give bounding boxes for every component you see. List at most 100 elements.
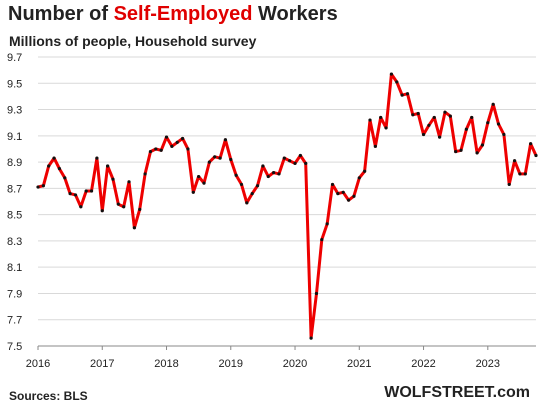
data-point — [443, 110, 447, 114]
x-tick-label: 2021 — [347, 358, 371, 370]
x-tick-label: 2017 — [90, 358, 114, 370]
data-point — [363, 169, 367, 173]
data-point — [534, 153, 538, 158]
data-point — [480, 143, 485, 147]
data-point — [384, 126, 388, 130]
data-point — [68, 192, 72, 196]
data-point — [512, 159, 517, 163]
data-point — [427, 123, 431, 127]
data-point — [529, 142, 533, 146]
y-tick-label: 8.7 — [7, 183, 22, 195]
y-tick-label: 8.9 — [7, 157, 22, 169]
data-point — [213, 155, 217, 159]
series-line-group — [36, 72, 538, 340]
data-point — [223, 138, 228, 142]
data-point — [197, 174, 201, 179]
data-point — [373, 144, 377, 148]
data-point — [464, 127, 468, 131]
data-point — [186, 147, 190, 151]
data-point — [170, 144, 174, 148]
data-point — [293, 161, 297, 166]
data-point — [416, 111, 420, 116]
data-point — [459, 148, 463, 152]
y-tick-label: 8.5 — [7, 210, 22, 222]
data-point — [229, 157, 233, 162]
data-point — [164, 135, 169, 139]
data-point — [309, 336, 313, 340]
data-point — [496, 122, 501, 126]
data-point — [148, 149, 153, 154]
data-point — [507, 182, 511, 187]
data-point — [159, 148, 163, 152]
data-point — [357, 176, 361, 180]
data-point — [352, 194, 356, 198]
data-point — [143, 172, 147, 176]
data-point — [234, 173, 238, 177]
data-points — [36, 72, 538, 340]
data-point — [239, 182, 244, 187]
x-tick-label: 2019 — [219, 358, 243, 370]
source-note: Sources: BLS — [9, 389, 88, 403]
data-point — [255, 184, 260, 188]
data-point — [491, 102, 495, 106]
data-point — [277, 172, 281, 176]
data-point — [336, 192, 340, 196]
data-point — [100, 209, 104, 213]
data-point — [523, 172, 527, 176]
data-point — [132, 226, 136, 230]
data-point — [127, 180, 131, 184]
y-tick-label: 9.5 — [7, 78, 22, 90]
y-tick-label: 7.5 — [7, 341, 22, 353]
data-point — [298, 153, 302, 158]
data-point — [454, 149, 458, 154]
title-part-1: Number of — [8, 3, 114, 25]
data-point — [261, 164, 265, 168]
data-point — [314, 291, 319, 296]
data-point — [36, 185, 40, 189]
x-tick-label: 2018 — [154, 358, 178, 370]
y-tick-label: 8.3 — [7, 236, 22, 248]
data-point — [63, 176, 67, 180]
chart-title: Number of Self-Employed Workers — [8, 3, 338, 26]
data-point — [325, 222, 329, 226]
data-point — [475, 151, 479, 155]
data-point — [379, 115, 383, 120]
series-line — [36, 72, 538, 340]
data-point — [400, 93, 404, 97]
data-point — [368, 118, 372, 122]
data-point — [266, 174, 270, 179]
data-point — [448, 114, 452, 118]
data-point — [202, 181, 206, 185]
y-tick-label: 7.7 — [7, 315, 22, 327]
data-point — [389, 72, 394, 76]
data-point — [41, 184, 45, 188]
data-point — [47, 164, 51, 168]
data-point — [57, 167, 62, 171]
data-point — [95, 156, 99, 160]
chart-subtitle: Millions of people, Household survey — [9, 33, 257, 49]
data-point — [421, 132, 426, 137]
data-point — [154, 147, 158, 151]
y-tick-label: 7.9 — [7, 288, 22, 300]
data-point — [304, 161, 308, 166]
data-point — [79, 205, 83, 209]
data-point — [89, 189, 94, 193]
data-point — [341, 190, 345, 194]
credit-logo-text: WOLFSTREET.com — [384, 384, 530, 401]
data-point — [111, 177, 115, 181]
title-part-2: Workers — [252, 3, 338, 25]
data-point — [272, 171, 276, 175]
data-point — [330, 182, 335, 187]
data-point — [116, 202, 120, 206]
data-point — [438, 135, 442, 139]
title-highlight: Self-Employed — [113, 3, 253, 25]
y-tick-label: 9.3 — [7, 105, 22, 117]
data-point — [73, 193, 78, 197]
data-point — [405, 92, 410, 96]
data-point — [191, 190, 195, 194]
data-point — [180, 136, 185, 141]
data-point — [245, 201, 249, 205]
x-axis: 2016 2017 2018 2019 2020 2021 2022 2023 — [26, 345, 536, 370]
y-tick-label: 9.1 — [7, 131, 22, 143]
